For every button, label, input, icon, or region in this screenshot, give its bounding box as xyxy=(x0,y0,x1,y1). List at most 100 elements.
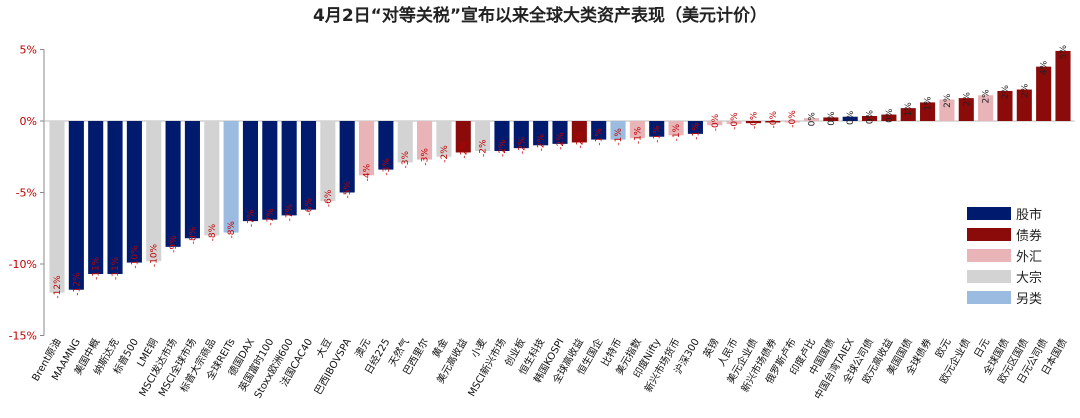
bar xyxy=(68,121,84,290)
bar xyxy=(1036,66,1052,121)
data-label: 2% xyxy=(962,92,972,107)
data-label: -1% xyxy=(595,128,605,146)
bar xyxy=(1016,89,1032,121)
bar xyxy=(417,121,433,160)
bar xyxy=(262,121,278,220)
legend-label: 外汇 xyxy=(1016,250,1042,265)
data-label: -1% xyxy=(691,122,701,140)
data-label: 2% xyxy=(943,93,953,108)
bar xyxy=(765,121,781,123)
bar xyxy=(533,121,549,146)
y-tick-label: -10% xyxy=(9,258,37,271)
bar xyxy=(397,121,413,163)
legend-label: 大宗 xyxy=(1016,270,1042,286)
data-label: 5% xyxy=(1059,44,1069,59)
bar xyxy=(823,117,839,121)
bar xyxy=(978,95,994,121)
data-label: -2% xyxy=(479,139,489,157)
bar xyxy=(126,121,142,263)
legend-swatch xyxy=(967,249,1011,262)
data-label: 0% xyxy=(866,110,876,125)
bar xyxy=(687,121,703,134)
data-label: -9% xyxy=(169,235,179,253)
bar xyxy=(649,121,665,137)
legend-label: 另类 xyxy=(1016,292,1042,307)
bar xyxy=(165,121,181,247)
category-label: 黄金 xyxy=(429,336,450,360)
data-label: -1% xyxy=(614,128,624,146)
legend-swatch xyxy=(967,291,1011,304)
data-label: -0% xyxy=(788,110,798,128)
data-label: -3% xyxy=(382,158,392,176)
data-label: -6% xyxy=(305,198,315,216)
data-label: -12% xyxy=(72,272,82,296)
data-label: -0% xyxy=(711,113,721,131)
data-label: -1% xyxy=(672,123,682,141)
bar xyxy=(900,108,916,121)
category-label: 日元 xyxy=(973,337,993,360)
bar xyxy=(107,121,123,275)
bar xyxy=(958,98,974,121)
legend-label: 股市 xyxy=(1016,207,1042,223)
data-label: -2% xyxy=(459,140,469,158)
chart-title: 4月2日“对等关税”宣布以来全球大类资产表现（美元计价） xyxy=(313,5,767,26)
bar xyxy=(204,121,220,236)
data-label: 2% xyxy=(1001,85,1011,100)
data-label: 4% xyxy=(1040,60,1050,75)
data-label: -2% xyxy=(575,130,585,148)
data-label: -0% xyxy=(749,111,759,129)
bar xyxy=(320,121,336,202)
bars xyxy=(49,50,1071,293)
bar xyxy=(668,121,684,136)
data-label: -11% xyxy=(111,256,121,280)
legend-label: 债券 xyxy=(1016,228,1042,244)
bar xyxy=(861,115,878,121)
data-label: -10% xyxy=(130,245,140,269)
category-label: 澳元 xyxy=(352,336,373,360)
data-label: 2% xyxy=(1020,83,1030,98)
data-label: -2% xyxy=(498,139,508,157)
data-label: -1% xyxy=(653,125,663,143)
bar xyxy=(1055,50,1071,121)
legend-swatch xyxy=(967,207,1011,220)
data-label: -5% xyxy=(343,181,353,199)
bar xyxy=(920,102,936,121)
data-label: -8% xyxy=(227,221,237,239)
bar xyxy=(223,121,239,233)
bar xyxy=(707,121,723,126)
bar xyxy=(745,121,762,124)
category-labels: Brent原油MAAMNG美国中概纳斯达克标普500LME铜MSCI发达市场MS… xyxy=(29,336,1070,402)
bar xyxy=(378,121,394,170)
data-label: 1% xyxy=(904,102,914,117)
category-label: 英镑 xyxy=(700,336,721,360)
data-label: -7% xyxy=(266,208,276,226)
bar xyxy=(784,121,800,123)
bar xyxy=(591,121,607,140)
bar xyxy=(242,121,259,222)
data-label: 1% xyxy=(924,96,934,111)
category-label: 小麦 xyxy=(469,337,489,360)
bar xyxy=(475,121,491,152)
data-label: -4% xyxy=(363,163,373,181)
y-tick-label: -15% xyxy=(9,330,37,343)
bar xyxy=(49,121,65,293)
data-label: -6% xyxy=(324,189,334,207)
y-tick-label: 0% xyxy=(20,115,37,128)
data-label: 0% xyxy=(827,111,837,126)
data-label: -3% xyxy=(421,148,431,166)
bar xyxy=(726,121,742,124)
bar xyxy=(436,121,452,157)
data-label: -2% xyxy=(440,145,450,163)
bar xyxy=(881,114,897,121)
bar xyxy=(88,121,104,275)
bar xyxy=(842,116,858,121)
bar xyxy=(300,121,317,210)
bar xyxy=(494,121,510,152)
data-label: -8% xyxy=(208,223,218,241)
data-label: -2% xyxy=(517,136,527,154)
bar xyxy=(146,121,162,262)
data-label: 0% xyxy=(885,108,895,123)
data-label: -1% xyxy=(633,126,643,144)
bar xyxy=(339,121,355,193)
